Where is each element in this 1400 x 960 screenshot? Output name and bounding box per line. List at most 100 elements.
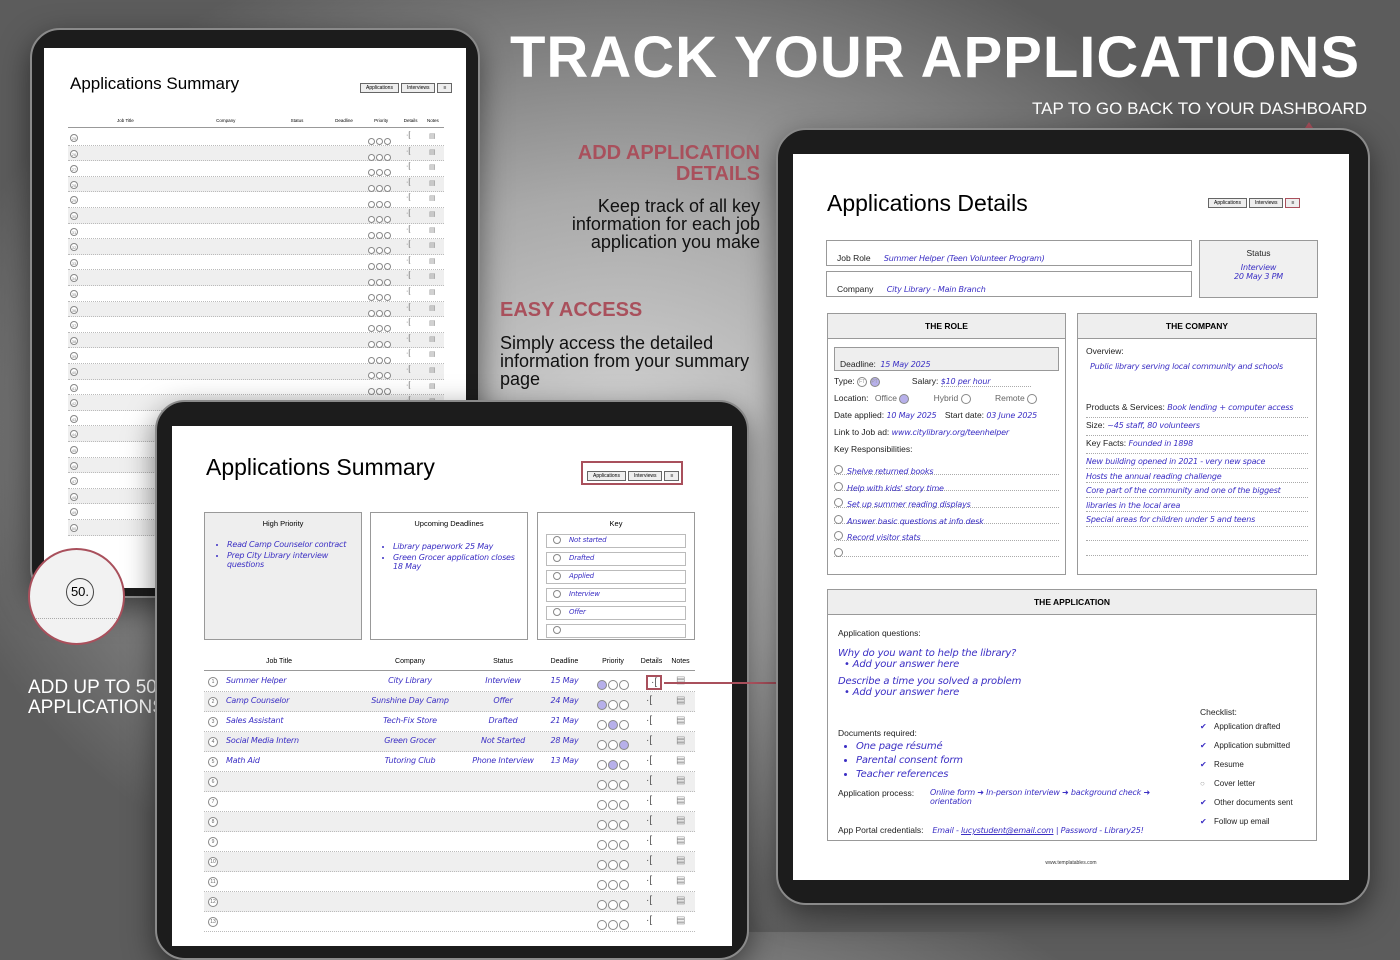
priority-selector[interactable] — [597, 796, 630, 814]
notes-icon[interactable]: ▤ — [676, 775, 686, 786]
type-pt-radio[interactable]: PT — [869, 376, 880, 387]
checkmark-icon[interactable]: ✔ — [1200, 760, 1207, 769]
priority-dot[interactable] — [376, 309, 383, 317]
notes-icon[interactable]: ▤ — [429, 179, 436, 187]
notes-icon[interactable]: ▤ — [676, 835, 686, 846]
responsibility-checkbox[interactable] — [834, 498, 843, 508]
details-link-icon[interactable]: ·[ — [406, 210, 411, 217]
priority-dot[interactable] — [384, 309, 391, 317]
priority-selector[interactable] — [368, 149, 392, 167]
priority-dot[interactable] — [376, 278, 383, 286]
priority-dot[interactable] — [368, 185, 375, 193]
priority-dot[interactable] — [376, 325, 383, 333]
job-title[interactable]: Social Media Intern — [226, 736, 299, 745]
priority-selector[interactable] — [597, 776, 630, 794]
priority-dot[interactable] — [368, 200, 375, 208]
priority-dot[interactable] — [376, 231, 383, 239]
priority-dot[interactable] — [368, 372, 375, 380]
priority-dot[interactable] — [619, 839, 629, 850]
priority-dot[interactable] — [608, 879, 618, 890]
notes-icon[interactable]: ▤ — [429, 195, 436, 203]
priority-selector[interactable] — [368, 336, 392, 354]
company[interactable]: Tutoring Club — [384, 756, 436, 765]
priority-dot[interactable] — [608, 899, 618, 910]
location-remote-radio[interactable] — [1027, 393, 1038, 404]
back-menu-icon[interactable]: ≡ — [437, 83, 453, 93]
responsibility-checkbox[interactable] — [834, 465, 843, 475]
priority-selector[interactable] — [368, 351, 392, 369]
priority-dot[interactable] — [368, 341, 375, 349]
details-link-icon[interactable]: ·[ — [646, 895, 653, 906]
priority-dot[interactable] — [619, 859, 629, 870]
priority-dot[interactable] — [619, 899, 629, 910]
job-title[interactable]: Sales Assistant — [226, 716, 284, 725]
details-link-icon[interactable]: ·[ — [406, 241, 411, 249]
details-nav-applications[interactable]: Applications — [1208, 198, 1247, 208]
priority-selector[interactable] — [368, 258, 392, 276]
priority-dot[interactable] — [384, 341, 391, 349]
notes-icon[interactable]: ▤ — [429, 304, 436, 312]
priority-selector[interactable] — [597, 696, 630, 714]
details-link-icon[interactable]: ·[ — [406, 288, 411, 295]
priority-dot[interactable] — [384, 231, 391, 239]
deadline[interactable]: 15 May — [550, 676, 579, 685]
details-link-icon[interactable]: ·[ — [646, 835, 653, 846]
menu-icon[interactable]: ≡ — [664, 471, 680, 481]
location-hybrid-radio[interactable] — [960, 393, 971, 404]
company[interactable]: City Library — [388, 676, 432, 685]
priority-dot[interactable] — [597, 839, 607, 850]
priority-dot[interactable] — [619, 879, 629, 890]
priority-dot[interactable] — [376, 372, 383, 380]
priority-dot[interactable] — [368, 278, 375, 286]
priority-selector[interactable] — [597, 876, 630, 894]
priority-dot[interactable] — [619, 919, 629, 930]
priority-selector[interactable] — [597, 736, 630, 754]
notes-icon[interactable]: ▤ — [676, 875, 686, 886]
notes-icon[interactable]: ▤ — [676, 735, 686, 746]
job-ad-link[interactable]: www.citylibrary.org/teenhelper — [891, 428, 1010, 437]
priority-dot[interactable] — [376, 341, 383, 349]
priority-dot[interactable] — [384, 356, 391, 364]
details-link-icon[interactable]: ·[ — [646, 735, 653, 746]
priority-dot[interactable] — [384, 294, 391, 302]
priority-selector[interactable] — [368, 320, 392, 338]
priority-dot[interactable] — [376, 247, 383, 255]
notes-icon[interactable]: ▤ — [676, 695, 686, 706]
job-title[interactable]: Math Aid — [226, 756, 260, 765]
priority-dot[interactable] — [368, 263, 375, 271]
priority-dot[interactable] — [368, 169, 375, 177]
priority-dot[interactable] — [597, 819, 607, 830]
priority-dot[interactable] — [384, 278, 391, 286]
company[interactable]: Tech-Fix Store — [383, 716, 437, 725]
job-title[interactable]: Camp Counselor — [226, 696, 290, 705]
priority-selector[interactable] — [368, 305, 392, 323]
priority-dot[interactable] — [597, 719, 607, 730]
priority-dot[interactable] — [619, 819, 629, 830]
priority-dot[interactable] — [368, 387, 375, 395]
details-link-icon[interactable]: ·[ — [406, 132, 411, 139]
priority-selector[interactable] — [368, 133, 392, 151]
notes-icon[interactable]: ▤ — [676, 855, 686, 866]
details-link-icon[interactable]: ·[ — [406, 163, 411, 171]
details-link-icon[interactable]: ·[ — [646, 875, 653, 886]
priority-dot[interactable] — [608, 839, 618, 850]
status[interactable]: Not Started — [481, 736, 525, 745]
status[interactable]: Offer — [493, 696, 513, 705]
details-link-icon[interactable]: ·[ — [646, 715, 653, 726]
priority-dot[interactable] — [368, 294, 375, 302]
priority-selector[interactable] — [597, 836, 630, 854]
checkmark-icon[interactable]: ✔ — [1200, 817, 1207, 826]
priority-selector[interactable] — [597, 896, 630, 914]
notes-icon[interactable]: ▤ — [676, 755, 686, 766]
footer-url[interactable]: www.templatables.com — [1045, 860, 1097, 866]
notes-icon[interactable]: ▤ — [429, 335, 436, 343]
job-role-field[interactable]: Job Role Summer Helper (Teen Volunteer P… — [826, 240, 1192, 266]
priority-dot[interactable] — [376, 356, 383, 364]
priority-dot[interactable] — [384, 216, 391, 224]
priority-dot[interactable] — [368, 247, 375, 255]
details-nav-interviews[interactable]: Interviews — [1248, 198, 1284, 208]
notes-icon[interactable]: ▤ — [429, 257, 436, 265]
company[interactable]: Sunshine Day Camp — [371, 696, 449, 705]
priority-dot[interactable] — [368, 309, 375, 317]
notes-icon[interactable]: ▤ — [676, 895, 686, 906]
